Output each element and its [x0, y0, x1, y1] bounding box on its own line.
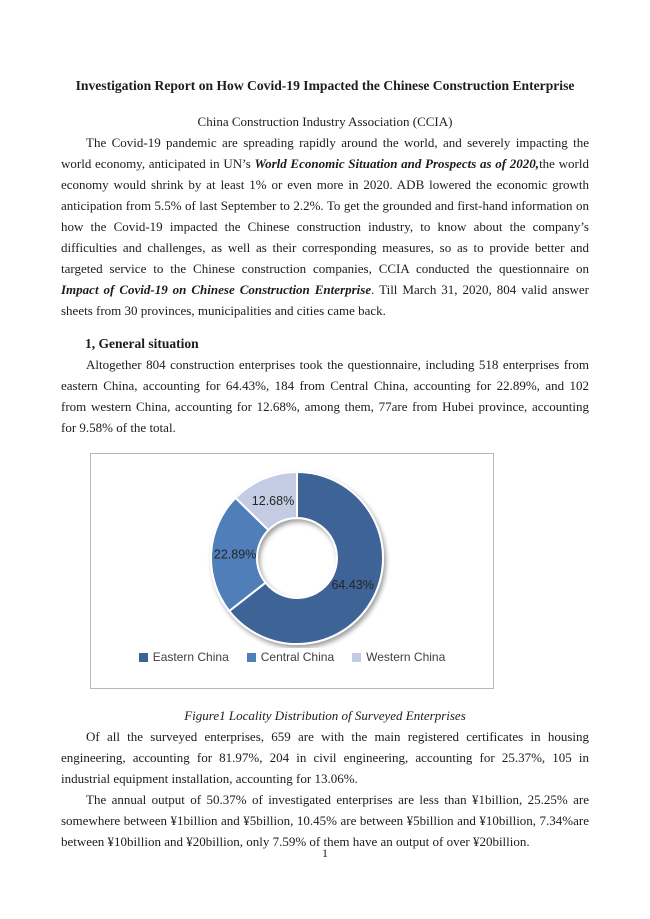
- legend-item-1: Central China: [246, 650, 335, 664]
- chart-legend: Eastern China Central China Western China: [91, 650, 493, 664]
- donut-slice-2: [234, 470, 298, 532]
- donut-slice-1: [210, 496, 270, 613]
- slice-data-label: 22.89%: [214, 548, 256, 562]
- legend-item-0: Eastern China: [138, 650, 229, 664]
- legend-swatch-icon: [246, 652, 256, 662]
- paragraph-annual-output: The annual output of 50.37% of investiga…: [61, 789, 589, 852]
- figure-caption: Figure1 Locality Distribution of Surveye…: [184, 708, 466, 723]
- paragraph-intro: The Covid-19 pandemic are spreading rapi…: [61, 132, 589, 321]
- legend-label: Eastern China: [152, 650, 229, 664]
- emphasized-text: World Economic Situation and Prospects a…: [254, 156, 540, 171]
- report-title: Investigation Report on How Covid-19 Imp…: [75, 78, 575, 93]
- report-subtitle: China Construction Industry Association …: [197, 114, 453, 129]
- body-text: . Till March 31, 2020, 804 valid answer …: [61, 282, 589, 318]
- donut-chart-svg: 64.43% 22.89% 12.68%: [210, 470, 384, 645]
- body-text: Of all the surveyed enterprises, 659 are…: [61, 729, 589, 786]
- body-text: Altogether 804 construction enterprises …: [61, 357, 589, 435]
- emphasized-text: Impact of Covid-19 on Chinese Constructi…: [61, 282, 372, 297]
- body-text: The annual output of 50.37% of investiga…: [61, 792, 589, 849]
- legend-swatch-icon: [352, 652, 362, 662]
- donut-slices: [210, 470, 384, 645]
- legend-label: Central China: [260, 650, 335, 664]
- slice-data-label: 64.43%: [331, 578, 373, 592]
- donut-labels: 64.43% 22.89% 12.68%: [214, 494, 374, 592]
- section-heading-general-situation: 1, General situation: [85, 336, 199, 351]
- paragraph-certificates: Of all the surveyed enterprises, 659 are…: [61, 726, 589, 789]
- body-text: the world economy would shrink by at lea…: [61, 156, 589, 276]
- figure-chart-box: 64.43% 22.89% 12.68% Eastern China Central …: [90, 453, 494, 689]
- body-text: The Covid-19 pandemic are spreading rapi…: [61, 135, 589, 171]
- legend-item-2: Western China: [352, 650, 445, 664]
- page-number: 1: [322, 846, 328, 860]
- slice-data-label: 12.68%: [252, 494, 294, 508]
- donut-slice-0: [227, 470, 384, 645]
- paragraph-general-situation: Altogether 804 construction enterprises …: [61, 354, 589, 438]
- legend-swatch-icon: [138, 652, 148, 662]
- legend-label: Western China: [366, 650, 446, 664]
